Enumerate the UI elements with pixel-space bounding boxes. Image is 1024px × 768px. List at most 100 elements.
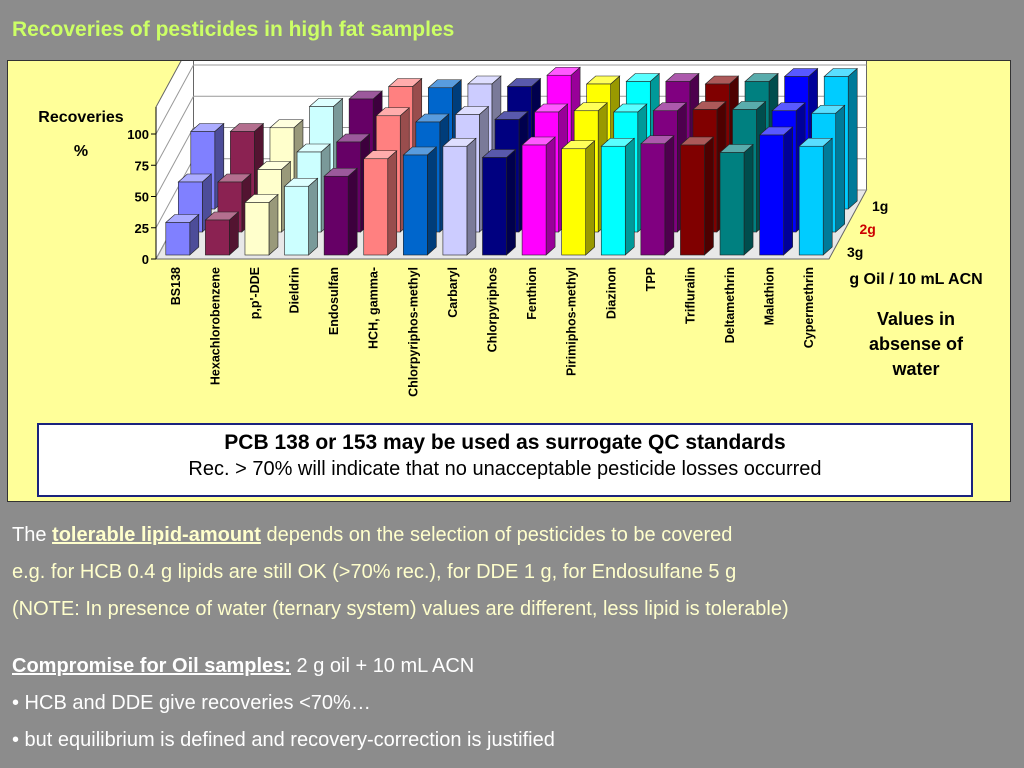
depth-label: 2g — [860, 221, 876, 237]
paragraph-compromise: Compromise for Oil samples: 2 g oil + 10… — [12, 648, 1017, 685]
y-tick-label: 0 — [142, 252, 149, 267]
bar-3g-10 — [560, 140, 596, 256]
x-tick-label: Fenthion — [525, 267, 539, 320]
bar-3g-16 — [798, 137, 833, 256]
bar-front — [600, 145, 626, 256]
paragraph-example: e.g. for HCB 0.4 g lipids are still OK (… — [12, 561, 737, 583]
bar-side — [704, 136, 714, 256]
bar-front — [323, 175, 349, 256]
pcb-box: PCB 138 or 153 may be used as surrogate … — [37, 423, 973, 497]
bar-side — [743, 143, 754, 256]
bar-3g-9 — [521, 136, 556, 256]
depth-label: 1g — [872, 198, 888, 214]
bar-3g-6 — [402, 146, 438, 256]
bar-front — [798, 145, 824, 256]
bar-3g-14 — [719, 143, 754, 256]
bar-side — [427, 146, 437, 256]
bar-front — [244, 202, 270, 256]
y-tick-label: 50 — [135, 190, 149, 205]
x-tick-label: Cypermethrin — [802, 267, 816, 348]
bar-3g-2 — [244, 193, 279, 256]
bar-side — [783, 126, 793, 256]
bar-side — [822, 137, 833, 256]
p1-pre: The — [12, 524, 53, 546]
bullet-hcb-dde: • HCB and DDE give recoveries <70%… — [12, 692, 371, 714]
chart-svg: 0 25 50 75 100 1g 2g 3g BS138 Hexachlorobenzene p,… — [127, 61, 888, 397]
depth-label: 3g — [847, 244, 863, 260]
bar-front — [719, 152, 745, 256]
x-tick-label: Malathion — [763, 267, 777, 325]
note-water: Values in absense of water — [868, 309, 964, 379]
y-axis-title-line2: % — [73, 143, 89, 160]
y-tick-label: 25 — [135, 221, 149, 236]
x-tick-label: Carbaryl — [446, 267, 460, 318]
bar-3g-1 — [204, 211, 240, 256]
bar-3g-5 — [362, 150, 398, 256]
x-tick-label: Chlorpyriphos-methyl — [406, 267, 420, 397]
x-tick-label: Pirimiphos-methyl — [565, 267, 579, 376]
bar-front — [165, 222, 191, 256]
slide-title: Recoveries of pesticides in high fat sam… — [12, 18, 455, 41]
bullet-equilibrium: • but equilibrium is defined and recover… — [12, 729, 555, 751]
spacer — [12, 628, 1017, 648]
bar-side — [268, 193, 279, 256]
bar-front — [680, 144, 705, 256]
p1-post: depends on the selection of pesticides t… — [260, 524, 733, 546]
pcb-line1: PCB 138 or 153 may be used as surrogate … — [224, 431, 786, 454]
x-tick-label: HCH, gamma- — [367, 267, 381, 349]
bar-side — [308, 177, 318, 256]
x-axis-title: g Oil / 10 mL ACN — [849, 271, 983, 288]
bar-3g-4 — [323, 167, 358, 256]
bar-front — [403, 154, 428, 256]
x-tick-label: BS138 — [169, 267, 183, 305]
bar-3g-15 — [758, 126, 794, 256]
bar-side — [664, 135, 675, 256]
bar-front — [640, 143, 666, 256]
y-tick-label: 100 — [127, 127, 149, 142]
chart-panel: 0 25 50 75 100 1g 2g 3g BS138 Hexachlorobenzene p,… — [7, 60, 1011, 502]
bar-3g-7 — [442, 137, 477, 256]
p4-post: 2 g oil + 10 mL ACN — [290, 655, 475, 677]
pcb-line2: Rec. > 70% will indicate that no unaccep… — [188, 458, 822, 480]
x-tick-label: Chlorpyriphos — [486, 267, 500, 352]
x-tick-label: TPP — [644, 267, 658, 291]
x-tick-label: Endosulfan — [327, 267, 341, 335]
bar-front — [363, 158, 389, 256]
bar-front — [205, 219, 230, 256]
bar-front — [442, 145, 468, 256]
bar-side — [387, 150, 398, 256]
bar-side — [835, 104, 846, 233]
x-tick-label: Diazinon — [604, 267, 618, 319]
bar-front — [521, 144, 547, 256]
bar-side — [545, 136, 556, 256]
bar-3g-3 — [283, 177, 319, 256]
x-tick-label: Trifluralin — [683, 267, 697, 324]
y-tick-label: 75 — [135, 158, 149, 173]
bar-front — [482, 157, 507, 256]
x-tick-label: Hexachlorobenzene — [208, 267, 222, 385]
x-tick-label: Dieldrin — [288, 267, 302, 314]
bar-3g-13 — [679, 136, 715, 256]
p4-key: Compromise for Oil samples: — [12, 655, 291, 677]
bar-side — [847, 67, 858, 210]
y-axis-title: Recoveries % — [26, 101, 136, 169]
bar-front — [284, 185, 309, 256]
x-tick-label: p,p'-DDE — [248, 267, 262, 319]
bar-side — [347, 167, 358, 256]
bar-side — [585, 140, 595, 256]
bar-3g-12 — [640, 135, 675, 256]
paragraph-note: (NOTE: In presence of water (ternary sys… — [12, 598, 789, 620]
y-axis-title-line1: Recoveries — [38, 109, 124, 126]
p1-key: tolerable lipid-amount — [52, 524, 261, 546]
bar-3g-8 — [481, 148, 517, 256]
paragraph-tolerable: The tolerable lipid-amount depends on th… — [12, 517, 1017, 554]
bar-front — [561, 148, 586, 256]
bar-side — [624, 137, 635, 256]
bar-3g-0 — [165, 213, 200, 256]
x-tick-label: Deltamethrin — [723, 267, 737, 343]
body-text: The tolerable lipid-amount depends on th… — [12, 517, 1017, 759]
bar-3g-11 — [600, 137, 636, 256]
bar-side — [466, 137, 477, 256]
bar-side — [506, 148, 516, 256]
gridline — [155, 64, 867, 135]
